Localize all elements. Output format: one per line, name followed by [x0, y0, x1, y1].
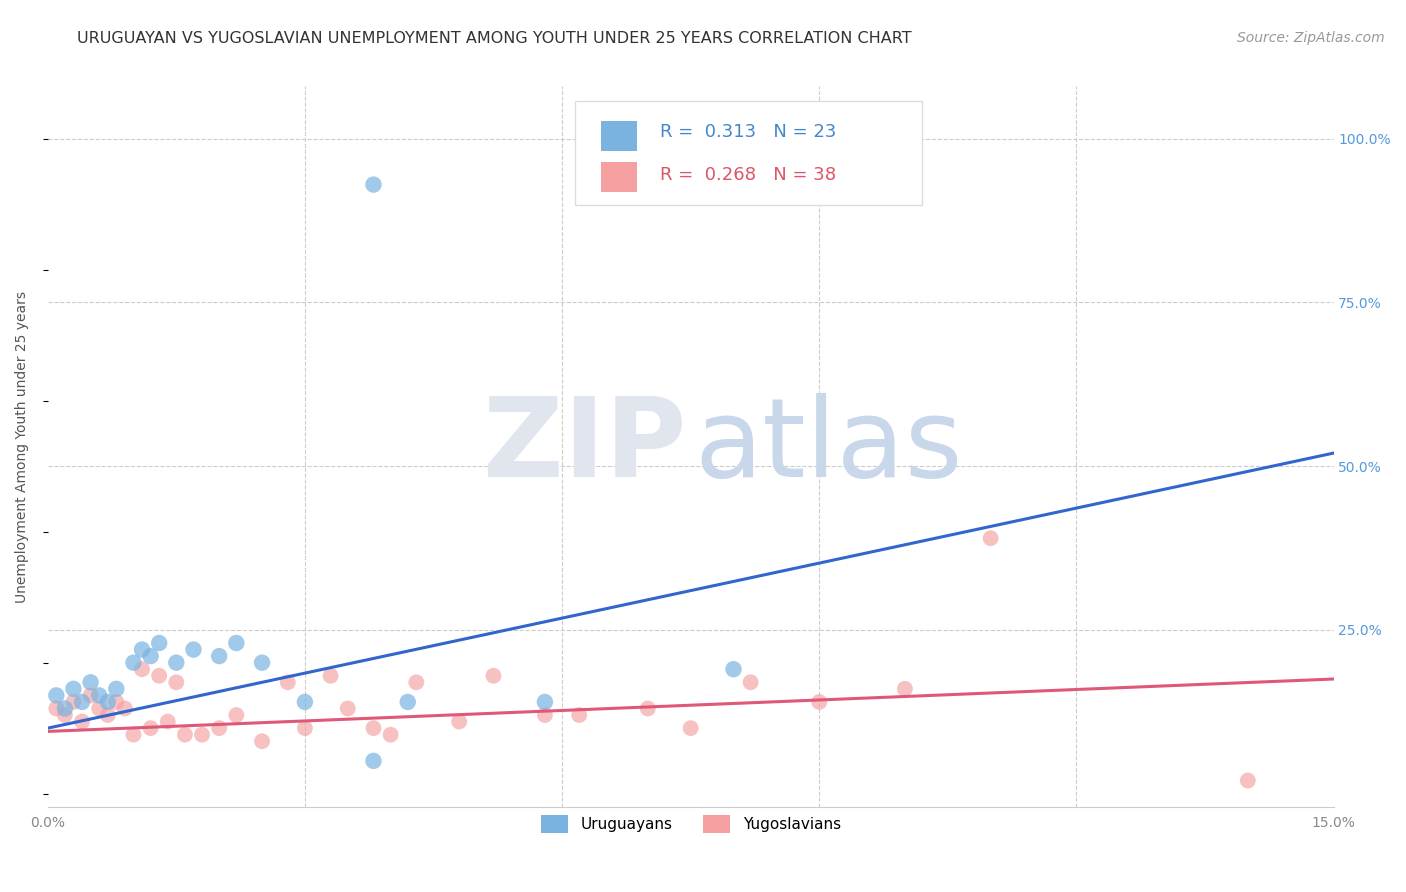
Point	[89, 701, 111, 715]
Point	[79, 689, 101, 703]
Point	[62, 695, 84, 709]
Point	[70, 695, 93, 709]
Text: R =  0.268   N = 38: R = 0.268 N = 38	[659, 166, 837, 184]
Point	[70, 714, 93, 729]
Point	[723, 662, 745, 676]
Point	[894, 681, 917, 696]
Point	[45, 689, 67, 703]
Point	[174, 728, 197, 742]
Point	[1236, 773, 1258, 788]
Point	[637, 701, 659, 715]
Point	[208, 721, 231, 735]
Y-axis label: Unemployment Among Youth under 25 years: Unemployment Among Youth under 25 years	[15, 291, 30, 602]
Point	[165, 675, 187, 690]
Point	[79, 675, 101, 690]
FancyBboxPatch shape	[575, 101, 922, 205]
Point	[277, 675, 299, 690]
Text: R =  0.313   N = 23: R = 0.313 N = 23	[659, 123, 837, 141]
Point	[191, 728, 214, 742]
Point	[148, 636, 170, 650]
Point	[740, 675, 762, 690]
Point	[534, 695, 557, 709]
Point	[380, 728, 402, 742]
Point	[105, 695, 128, 709]
Point	[396, 695, 419, 709]
Point	[53, 701, 76, 715]
Point	[53, 708, 76, 723]
Point	[363, 178, 385, 192]
Point	[131, 642, 153, 657]
Text: atlas: atlas	[695, 393, 963, 500]
Point	[534, 708, 557, 723]
Point	[114, 701, 136, 715]
Point	[97, 695, 120, 709]
Point	[183, 642, 205, 657]
Point	[139, 721, 162, 735]
FancyBboxPatch shape	[600, 162, 637, 193]
Point	[363, 721, 385, 735]
Point	[294, 695, 316, 709]
Point	[449, 714, 471, 729]
Point	[405, 675, 427, 690]
Point	[97, 708, 120, 723]
Point	[62, 681, 84, 696]
Point	[568, 708, 591, 723]
FancyBboxPatch shape	[600, 121, 637, 151]
Point	[208, 649, 231, 664]
Point	[336, 701, 359, 715]
Point	[250, 656, 273, 670]
Point	[808, 695, 831, 709]
Point	[45, 701, 67, 715]
Point	[139, 649, 162, 664]
Text: ZIP: ZIP	[484, 393, 686, 500]
Point	[225, 708, 247, 723]
Point	[89, 689, 111, 703]
Point	[250, 734, 273, 748]
Point	[482, 669, 505, 683]
Point	[679, 721, 702, 735]
Point	[294, 721, 316, 735]
Point	[980, 531, 1002, 545]
Point	[122, 728, 145, 742]
Point	[122, 656, 145, 670]
Point	[165, 656, 187, 670]
Point	[319, 669, 342, 683]
Point	[131, 662, 153, 676]
Legend: Uruguayans, Yugoslavians: Uruguayans, Yugoslavians	[534, 809, 846, 838]
Text: Source: ZipAtlas.com: Source: ZipAtlas.com	[1237, 31, 1385, 45]
Text: URUGUAYAN VS YUGOSLAVIAN UNEMPLOYMENT AMONG YOUTH UNDER 25 YEARS CORRELATION CHA: URUGUAYAN VS YUGOSLAVIAN UNEMPLOYMENT AM…	[77, 31, 912, 46]
Point	[105, 681, 128, 696]
Point	[225, 636, 247, 650]
Point	[156, 714, 179, 729]
Point	[148, 669, 170, 683]
Point	[363, 754, 385, 768]
